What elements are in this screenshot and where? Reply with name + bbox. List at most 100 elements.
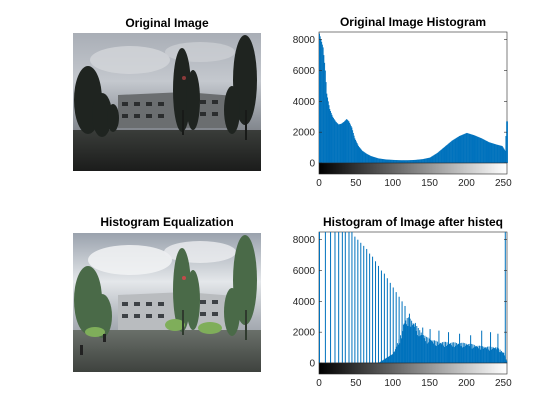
histogram-bar bbox=[403, 324, 404, 363]
histogram-bar bbox=[391, 159, 393, 163]
histogram-bar bbox=[481, 138, 483, 163]
histogram-bar bbox=[484, 347, 486, 363]
histogram-bar bbox=[350, 126, 352, 163]
histogram-bar bbox=[501, 145, 503, 163]
histogram-bar bbox=[466, 132, 468, 163]
histogram-bar bbox=[414, 159, 416, 163]
histogram-bar bbox=[423, 158, 425, 163]
histogram-spike bbox=[422, 327, 424, 363]
histogram-spike bbox=[360, 242, 362, 363]
histogram-bar bbox=[424, 335, 426, 363]
histogram-bar bbox=[402, 160, 404, 163]
histogram-spike bbox=[344, 232, 346, 363]
histogram-bar bbox=[411, 160, 413, 163]
histogram-bar bbox=[388, 356, 390, 363]
histogram-bar bbox=[360, 148, 362, 163]
histogram-bar bbox=[419, 330, 421, 363]
histogram-bar bbox=[478, 348, 480, 363]
histogram-bar bbox=[503, 352, 505, 363]
histogram-bar bbox=[453, 342, 455, 363]
equalized-histogram-panel: Histogram of Image after histeq 02000400… bbox=[293, 215, 512, 389]
histogram-bar bbox=[376, 157, 378, 163]
histogram-bar bbox=[416, 159, 418, 163]
histogram-bar bbox=[326, 93, 328, 163]
histogram-bar bbox=[354, 138, 356, 163]
histogram-bar bbox=[408, 160, 410, 163]
histogram-bar bbox=[491, 346, 493, 363]
histogram-bar bbox=[458, 343, 460, 363]
histogram-bar bbox=[449, 343, 451, 363]
histogram-bar bbox=[340, 123, 342, 163]
histogram-bar bbox=[332, 116, 334, 163]
histogram-bar bbox=[405, 320, 407, 363]
histogram-bar bbox=[347, 120, 349, 163]
histogram-bar bbox=[483, 346, 485, 363]
histogram-bar bbox=[469, 133, 471, 163]
histogram-bar bbox=[430, 339, 432, 363]
histogram-spike bbox=[363, 245, 365, 363]
histogram-bar bbox=[355, 141, 357, 163]
histogram-bar bbox=[461, 134, 463, 163]
x-tick-label: 150 bbox=[421, 378, 438, 389]
histogram-bar bbox=[416, 326, 418, 363]
histogram-bar bbox=[495, 144, 497, 163]
histogram-bar bbox=[375, 157, 377, 163]
histogram-bar bbox=[456, 137, 458, 163]
histogram-bar bbox=[408, 160, 410, 163]
histogram-bar bbox=[429, 157, 431, 163]
histogram-bar bbox=[345, 119, 347, 163]
histogram-bar bbox=[506, 360, 508, 363]
histogram-bar bbox=[382, 360, 384, 363]
histogram-bar bbox=[416, 159, 418, 163]
histogram-bar bbox=[453, 139, 455, 163]
histogram-bar bbox=[427, 337, 429, 363]
histogram-bar bbox=[319, 33, 320, 164]
histogram-bar bbox=[426, 343, 428, 363]
histogram-bar bbox=[344, 120, 346, 163]
histogram-bar bbox=[405, 160, 407, 163]
histogram-bar bbox=[444, 146, 446, 163]
histogram-bar bbox=[487, 141, 489, 163]
histogram-bar bbox=[450, 141, 452, 163]
histogram-bar bbox=[319, 36, 321, 163]
histogram-bar bbox=[492, 347, 494, 363]
y-tick-label: 2000 bbox=[293, 328, 316, 339]
histogram-bar bbox=[417, 327, 419, 363]
equalized-histogram-y-ticks: 0 2000 4000 6000 8000 bbox=[293, 235, 507, 370]
histogram-bar bbox=[480, 345, 482, 363]
histogram-bar bbox=[465, 343, 467, 363]
histogram-bar bbox=[447, 344, 449, 363]
histogram-spike bbox=[414, 322, 416, 363]
histogram-bar bbox=[327, 97, 329, 163]
histogram-bar bbox=[489, 350, 491, 363]
histogram-bar bbox=[484, 139, 486, 163]
histogram-bar bbox=[461, 342, 463, 363]
histogram-bar bbox=[343, 121, 345, 163]
histogram-bar bbox=[445, 145, 447, 163]
histogram-bar bbox=[439, 151, 441, 163]
histogram-spike bbox=[386, 278, 388, 363]
histogram-bar bbox=[501, 146, 503, 163]
histogram-bar bbox=[480, 138, 482, 163]
histogram-bar bbox=[503, 149, 505, 163]
histogram-bar bbox=[436, 153, 438, 163]
histogram-bar bbox=[453, 139, 455, 163]
histogram-bar bbox=[365, 153, 367, 163]
histogram-spike bbox=[372, 256, 374, 363]
histogram-bar bbox=[367, 154, 369, 163]
histogram-bar bbox=[493, 143, 495, 163]
x-tick-label: 100 bbox=[384, 178, 401, 189]
histogram-bar bbox=[366, 153, 368, 163]
histogram-spike bbox=[383, 273, 385, 363]
histogram-bar bbox=[418, 159, 420, 163]
histogram-bar bbox=[425, 341, 427, 363]
histogram-bar bbox=[427, 158, 429, 163]
histogram-bar bbox=[447, 144, 449, 163]
histogram-bar bbox=[467, 344, 469, 363]
histogram-bar bbox=[398, 160, 400, 163]
histogram-bar bbox=[383, 159, 385, 163]
histogram-bar bbox=[403, 160, 405, 163]
y-tick-label: 4000 bbox=[293, 97, 316, 108]
histogram-bar bbox=[379, 362, 381, 363]
histogram-bar bbox=[409, 160, 411, 163]
